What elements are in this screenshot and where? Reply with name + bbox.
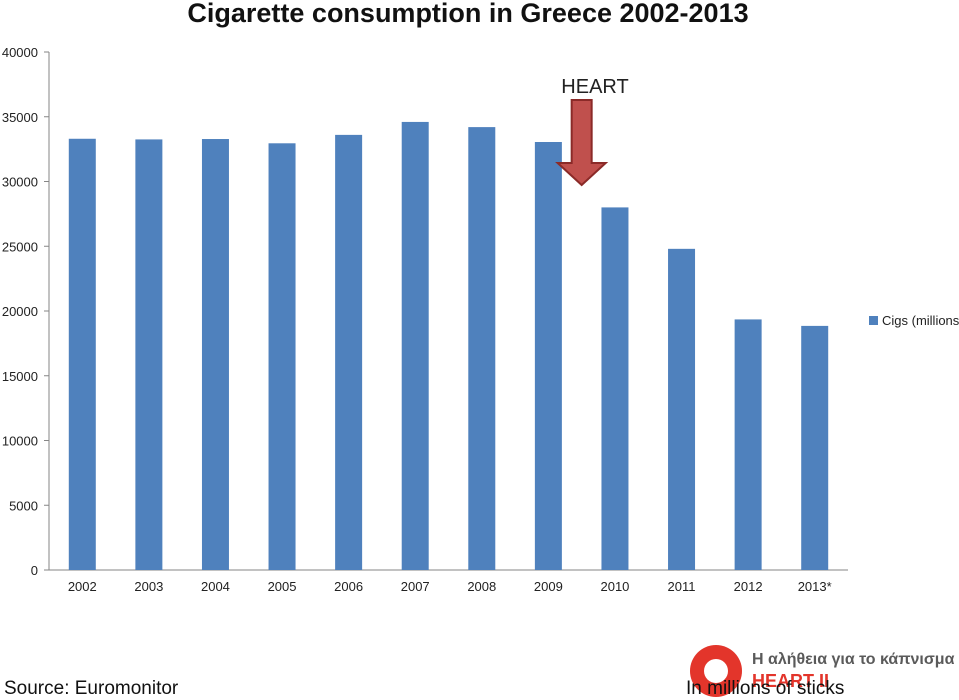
bar <box>801 325 829 570</box>
bar <box>401 121 429 571</box>
legend: Cigs (millions) <box>869 313 959 328</box>
y-tick-label: 5000 <box>9 498 38 513</box>
x-tick-label: 2012 <box>734 579 763 594</box>
x-axis-ticks: 2002 2003 2004 2005 2006 2007 2008 2009 2010 2011… <box>68 579 832 594</box>
logo-tagline: Η αλήθεια για το κάπνισμα <box>752 651 955 668</box>
legend-label: Cigs (millions) <box>882 313 959 328</box>
y-tick-label: 35000 <box>2 110 38 125</box>
x-tick-label: 2007 <box>401 579 430 594</box>
bar <box>268 143 296 571</box>
bar <box>201 139 229 571</box>
bar <box>534 142 562 570</box>
bar <box>668 248 696 570</box>
y-tick-label: 20000 <box>2 304 38 319</box>
heart-annotation: HEART <box>555 76 629 187</box>
logo-mark-icon <box>690 645 742 697</box>
x-tick-label: 2003 <box>134 579 163 594</box>
bar <box>335 134 363 570</box>
y-tick-label: 10000 <box>2 434 38 449</box>
bar <box>135 139 163 570</box>
x-tick-label: 2006 <box>334 579 363 594</box>
x-tick-label: 2005 <box>268 579 297 594</box>
annotation-label: HEART <box>561 76 628 98</box>
y-tick-label: 0 <box>31 563 38 578</box>
y-tick-label: 30000 <box>2 175 38 190</box>
source-caption: Source: Euromonitor <box>4 678 179 699</box>
bar <box>601 207 629 570</box>
down-arrow-icon <box>555 99 609 187</box>
y-tick-label: 15000 <box>2 369 38 384</box>
y-tick-label: 40000 <box>2 45 38 60</box>
heart-logo: Η αλήθεια για το κάπνισμα HEART II <box>688 645 956 699</box>
units-note: In millions of sticks <box>686 678 845 699</box>
bar <box>734 319 762 570</box>
x-tick-label: 2010 <box>600 579 629 594</box>
y-tick-label: 25000 <box>2 239 38 254</box>
bar-series <box>68 121 829 571</box>
bar <box>68 138 96 570</box>
legend-swatch <box>869 316 878 325</box>
logo-brand: HEART II <box>752 671 830 691</box>
bar <box>468 127 496 571</box>
chart-title: Cigarette consumption in Greece 2002-201… <box>187 0 748 28</box>
x-tick-label: 2013* <box>798 579 832 594</box>
x-tick-label: 2009 <box>534 579 563 594</box>
x-tick-label: 2004 <box>201 579 230 594</box>
x-tick-label: 2002 <box>68 579 97 594</box>
y-axis-ticks: 0 5000 10000 15000 20000 25000 30000 35000 40000 <box>2 45 49 578</box>
x-tick-label: 2008 <box>467 579 496 594</box>
x-tick-label: 2011 <box>668 579 696 594</box>
